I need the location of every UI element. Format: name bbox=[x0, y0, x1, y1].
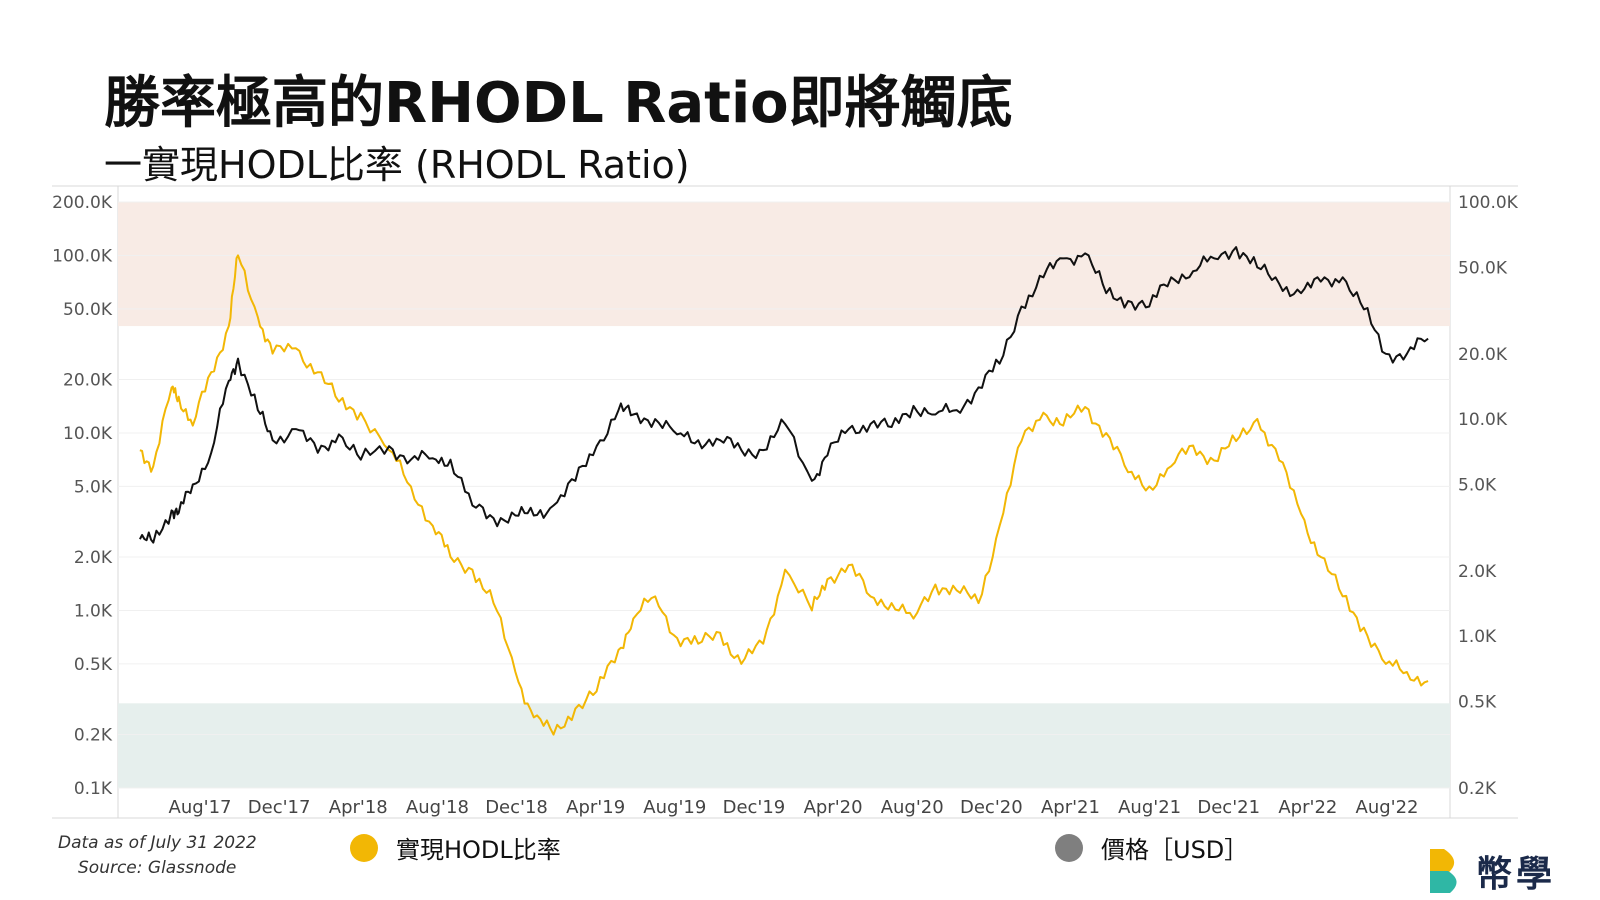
legend-price: 價格［USD］ bbox=[1055, 830, 1248, 865]
right-axis-tick-label: 0.2K bbox=[1458, 779, 1497, 799]
legend-rhodl: 實現HODL比率 bbox=[350, 830, 561, 865]
price-line bbox=[139, 246, 1429, 544]
legend-price-label: 價格［USD］ bbox=[1101, 836, 1249, 864]
rhodl-ratio-line bbox=[139, 254, 1429, 736]
bottom-zone-band bbox=[118, 703, 1450, 788]
left-axis-tick-label: 0.1K bbox=[74, 779, 113, 799]
left-axis-tick-label: 20.0K bbox=[63, 371, 113, 391]
left-axis-tick-label: 0.5K bbox=[74, 655, 113, 675]
x-axis-tick-label: Aug'17 bbox=[169, 797, 232, 818]
right-axis-tick-label: 20.0K bbox=[1458, 345, 1508, 365]
legend-price-dot bbox=[1055, 833, 1083, 862]
right-axis-tick-label: 0.5K bbox=[1458, 693, 1497, 713]
brand-logo: 幣學 bbox=[1428, 845, 1556, 897]
left-axis-tick-label: 100.0K bbox=[52, 246, 113, 266]
source-note: Source: Glassnode bbox=[78, 858, 237, 878]
x-axis-tick-label: Apr'20 bbox=[804, 797, 863, 818]
x-axis-tick-label: Apr'22 bbox=[1278, 797, 1337, 818]
data-date-note: Data as of July 31 2022 bbox=[58, 833, 257, 853]
x-axis-tick-label: Aug'19 bbox=[643, 797, 706, 818]
x-axis-tick-label: Dec'18 bbox=[485, 797, 548, 818]
brand-logo-text: 幣學 bbox=[1476, 854, 1557, 895]
x-axis-tick-label: Apr'19 bbox=[566, 797, 625, 818]
x-axis-tick-label: Aug'22 bbox=[1356, 797, 1419, 818]
right-axis-tick-label: 50.0K bbox=[1458, 258, 1508, 278]
x-axis-tick-label: Aug'18 bbox=[406, 797, 469, 818]
x-axis-tick-label: Dec'21 bbox=[1197, 797, 1260, 818]
left-axis-tick-label: 1.0K bbox=[74, 601, 113, 621]
left-axis-tick-label: 50.0K bbox=[63, 300, 113, 320]
right-axis-tick-label: 1.0K bbox=[1458, 627, 1497, 647]
left-axis-tick-label: 200.0K bbox=[52, 193, 113, 213]
x-axis-tick-label: Apr'21 bbox=[1041, 797, 1100, 818]
right-axis-tick-label: 2.0K bbox=[1458, 562, 1497, 582]
chart-title: 勝率極高的RHODL Ratio即將觸底 bbox=[104, 71, 1013, 136]
brand-logo-icon bbox=[1430, 849, 1457, 893]
x-axis-tick-label: Aug'20 bbox=[881, 797, 944, 818]
left-axis-tick-label: 0.2K bbox=[74, 726, 113, 746]
x-axis-tick-label: Dec'17 bbox=[248, 797, 311, 818]
right-axis-tick-label: 10.0K bbox=[1458, 410, 1508, 430]
x-axis-tick-label: Aug'21 bbox=[1118, 797, 1181, 818]
left-axis-tick-label: 10.0K bbox=[63, 424, 113, 444]
right-axis-tick-label: 100.0K bbox=[1458, 193, 1519, 213]
x-axis-tick-label: Dec'19 bbox=[723, 797, 786, 818]
x-axis-tick-label: Apr'18 bbox=[329, 797, 388, 818]
right-axis-tick-label: 5.0K bbox=[1458, 475, 1497, 495]
x-axis-tick-label: Dec'20 bbox=[960, 797, 1023, 818]
chart-subtitle: 一實現HODL比率 (RHODL Ratio) bbox=[104, 143, 690, 187]
left-axis-tick-label: 5.0K bbox=[74, 477, 113, 497]
legend-rhodl-label: 實現HODL比率 bbox=[396, 836, 561, 864]
overheat-zone-band bbox=[118, 202, 1450, 327]
legend-rhodl-dot bbox=[350, 833, 378, 862]
left-axis-tick-label: 2.0K bbox=[74, 548, 113, 568]
